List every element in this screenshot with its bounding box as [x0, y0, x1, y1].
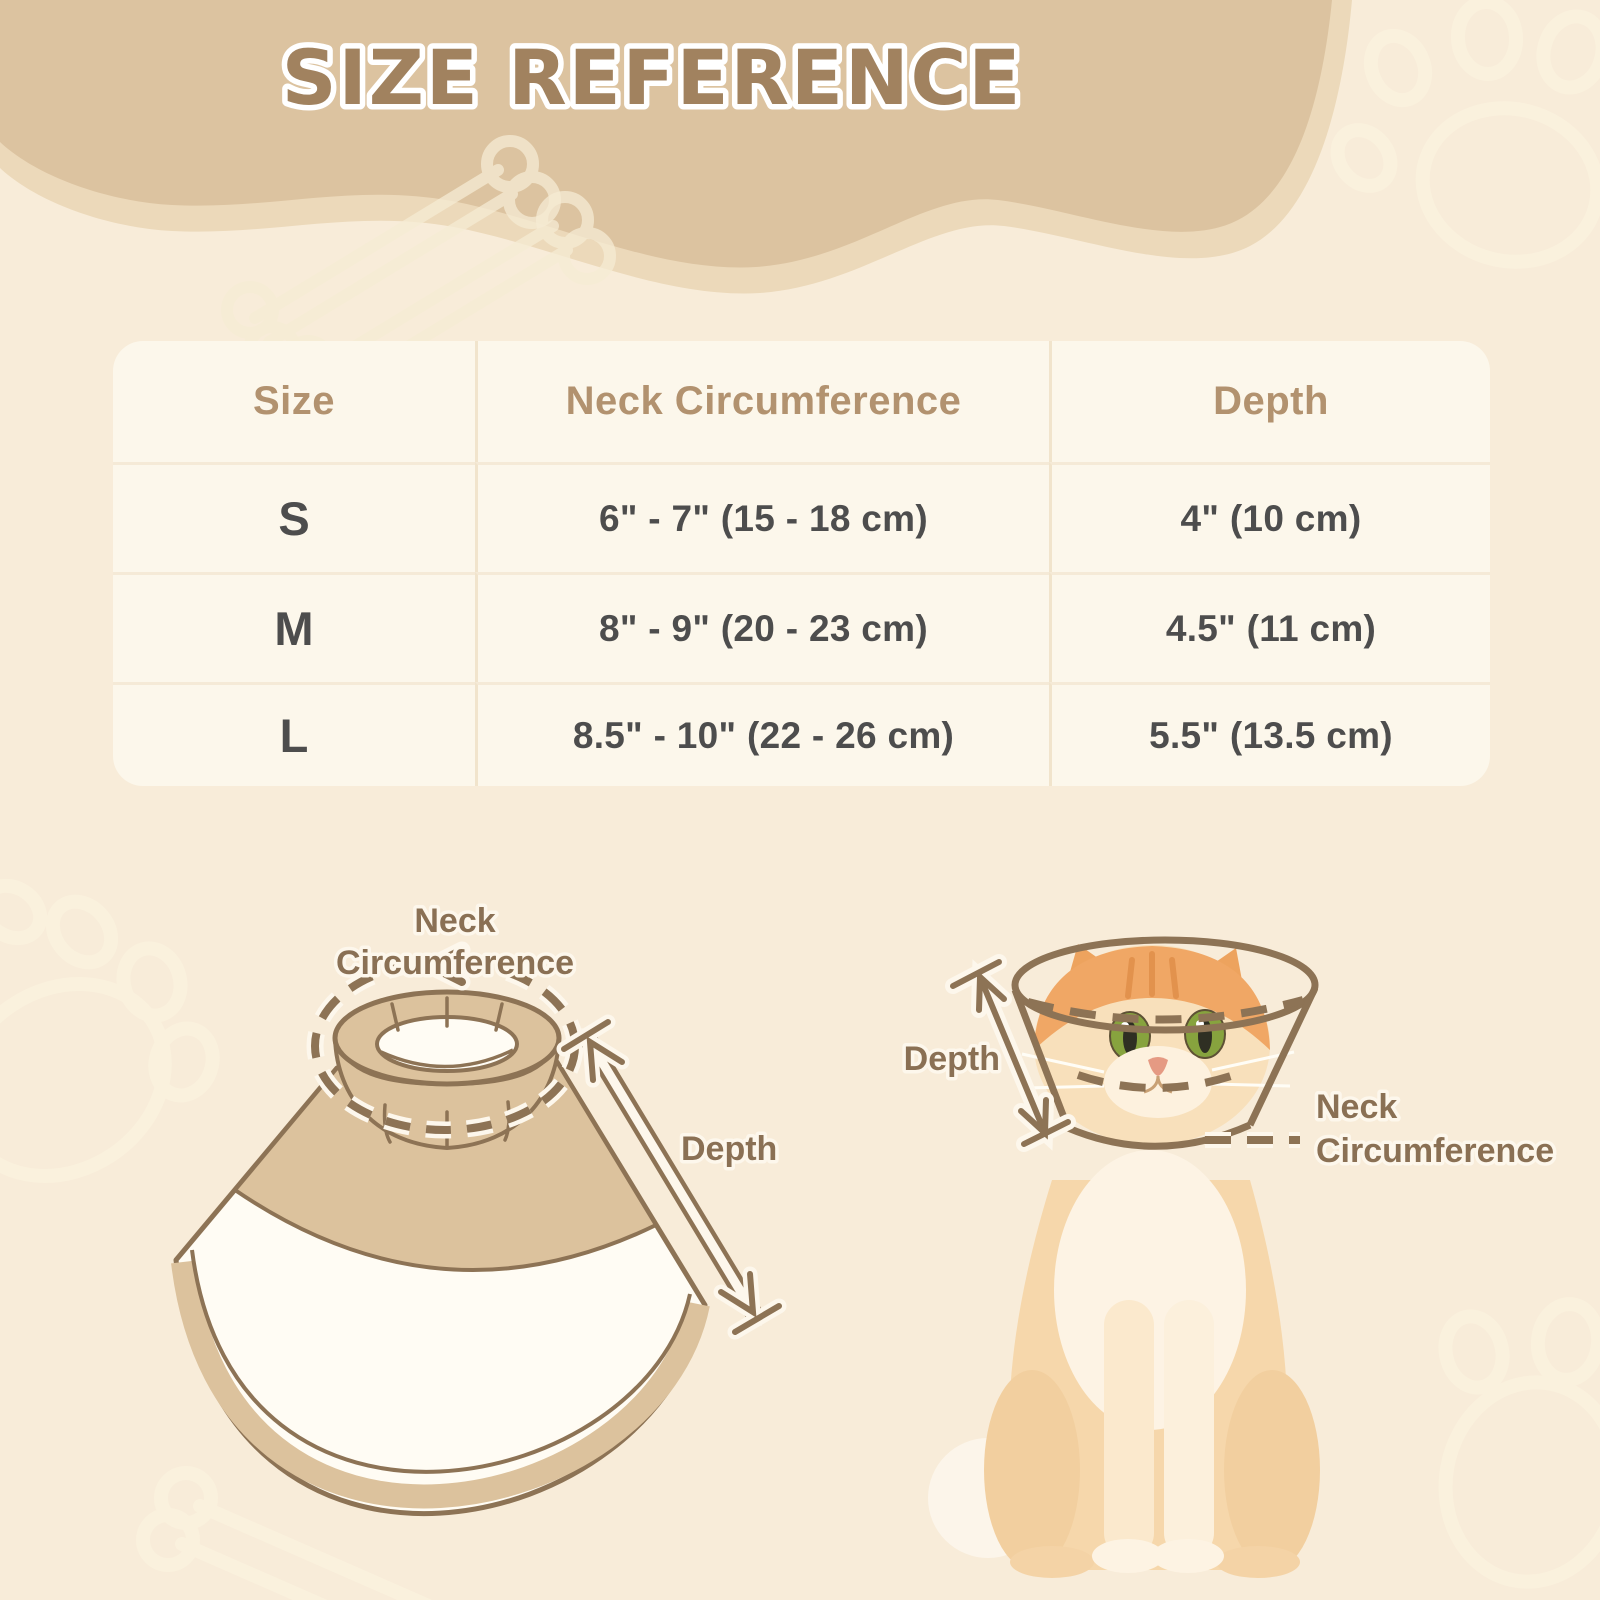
- cat-depth-label: Depth: [904, 1040, 1000, 1078]
- cat-depth-arrow: [945, 954, 1076, 1152]
- ring-arrowhead-icon: [426, 946, 466, 986]
- paw-print-icon: [0, 878, 220, 1183]
- cat-hind-paw: [1216, 1546, 1300, 1578]
- measure-tick: [561, 1019, 611, 1052]
- cat-photo: Depth Neck Circumference: [900, 936, 1558, 1578]
- cone-depth-arrow: [556, 1014, 787, 1340]
- size-table: Size Neck Circumference Depth S 6" - 7" …: [113, 341, 1490, 786]
- table-row-m-depth: 4.5" (11 cm): [1049, 572, 1490, 682]
- cat-neck-label-line1: Neck: [1316, 1088, 1397, 1126]
- cone-illustration: Neck Circumference Depth: [171, 899, 787, 1517]
- column-header-size: Size: [252, 379, 336, 423]
- cone-depth-label: Depth: [681, 1130, 777, 1168]
- cat-head-top: [1034, 946, 1270, 1050]
- paw-print-icon: [1438, 1297, 1600, 1589]
- table-row-l-neck: 8.5" - 10" (22 - 26 cm): [475, 682, 1049, 786]
- cat-cone-outline: [1011, 936, 1319, 1150]
- cone-neck-label-line2: Circumference: [336, 944, 574, 982]
- cat-hind-paw: [1010, 1546, 1094, 1578]
- cat-front-paw: [1152, 1539, 1224, 1573]
- cat-haunch: [1224, 1370, 1320, 1570]
- table-row-m-size: M: [113, 572, 475, 682]
- cone-back-bottom-dashed: [1076, 1069, 1242, 1092]
- arrowhead-icon: [718, 1271, 757, 1318]
- arrowhead-icon: [976, 970, 1007, 1013]
- arrowhead-icon: [586, 1036, 625, 1083]
- cat-nose: [1148, 1057, 1168, 1076]
- table-row-s-depth: 4" (10 cm): [1049, 462, 1490, 572]
- paw-print-icon: [1330, 0, 1600, 269]
- measure-tick: [1021, 1119, 1071, 1147]
- collar-inner-wall-line: [380, 1048, 514, 1069]
- cat-haunch: [984, 1370, 1080, 1570]
- bone-icon: [221, 135, 561, 379]
- table-row-l-depth: 5.5" (13.5 cm): [1049, 682, 1490, 786]
- cone-bottom-rim-inner-line: [190, 1249, 692, 1474]
- top-blob: [0, 0, 1332, 268]
- cone-bottom-rim: [171, 1260, 710, 1509]
- bone-icon: [136, 1466, 433, 1600]
- measure-tick: [950, 959, 1002, 989]
- cone-back-rim-dashed: [1026, 996, 1305, 1024]
- measure-tick: [732, 1303, 782, 1335]
- column-header-depth: Depth: [1049, 341, 1490, 462]
- cat-front-leg: [1104, 1300, 1154, 1558]
- table-row-s-size: S: [113, 462, 475, 572]
- column-header-neck: Neck Circumference: [475, 341, 1049, 462]
- cone-neck-label-line1: Neck: [414, 902, 495, 940]
- table-row-s-neck: 6" - 7" (15 - 18 cm): [475, 462, 1049, 572]
- cat-front-paw: [1092, 1539, 1164, 1573]
- cat-neck-label-line2: Circumference: [1316, 1132, 1554, 1170]
- cat-front-leg: [1164, 1300, 1214, 1558]
- page-title: SIZE REFERENCE: [282, 33, 1023, 122]
- table-row-l-size: L: [113, 682, 475, 786]
- cat-forehead-stripes: [1125, 951, 1179, 999]
- table-row-m-neck: 8" - 9" (20 - 23 cm): [475, 572, 1049, 682]
